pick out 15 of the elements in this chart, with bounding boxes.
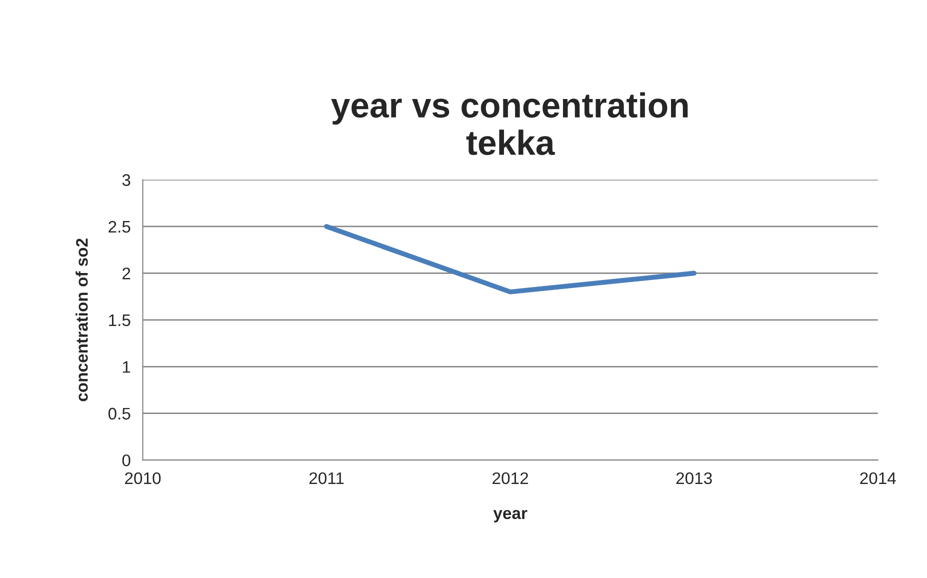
x-tick-label: 2013	[676, 472, 712, 484]
x-tick-label: 2011	[309, 472, 344, 484]
y-tick-label: 0.5	[108, 408, 130, 420]
y-tick-label: 0	[122, 454, 130, 466]
x-tick-label: 2012	[492, 472, 528, 484]
x-axis-title: year	[493, 510, 528, 522]
chart-title: year vs concentration tekka	[331, 92, 688, 156]
y-tick-label: 1.5	[109, 314, 130, 326]
y-tick-label: 3	[122, 174, 130, 186]
y-tick-label: 1	[122, 361, 130, 373]
y-tick-label: 2.5	[108, 220, 130, 233]
y-tick-label: 2	[122, 268, 130, 280]
y-axis-title: concentration of so2	[76, 238, 88, 402]
x-tick-label: 2014	[860, 472, 896, 484]
x-tick-label: 2010	[125, 472, 161, 484]
